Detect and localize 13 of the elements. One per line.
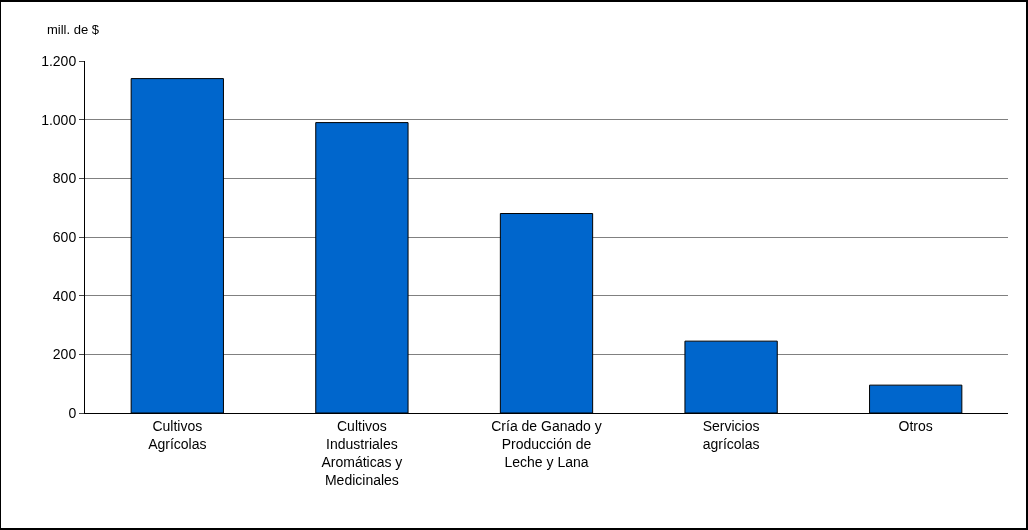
y-tick-label: 200 — [52, 346, 77, 363]
y-tick-label: 0 — [68, 404, 77, 421]
x-tick-label: Cultivos Agrícolas — [148, 417, 207, 452]
y-tick-label: 1.200 — [41, 52, 77, 69]
x-tick-label: Otros — [898, 417, 933, 434]
y-axis-title: mill. de $ — [47, 22, 100, 37]
y-tick-label: 400 — [52, 287, 77, 304]
x-tick-label: Cría de Ganado y Producción de Leche y Lana — [491, 417, 602, 471]
y-tick-label: 1.000 — [41, 111, 77, 128]
x-tick-label: Cultivos Industriales Aromáticas y Medicinales — [321, 417, 403, 489]
x-tick-label: Servicios agrícolas — [702, 417, 760, 452]
y-tick-label: 800 — [52, 170, 77, 187]
y-tick-label: 600 — [52, 228, 77, 245]
